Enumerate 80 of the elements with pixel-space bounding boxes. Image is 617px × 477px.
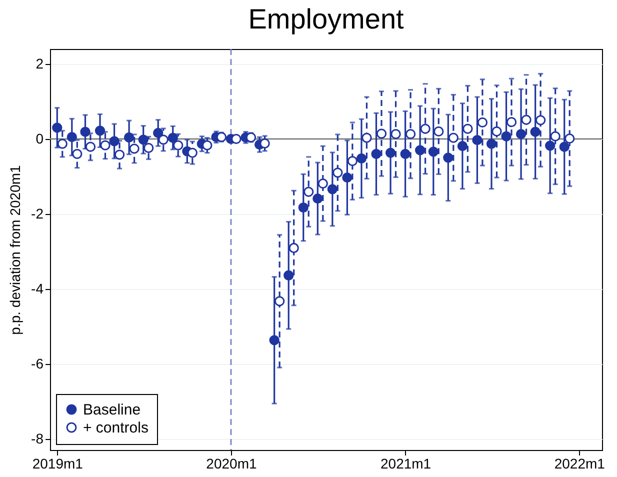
point (144, 142, 154, 154)
point (298, 202, 308, 213)
point (274, 296, 285, 306)
x-tick-label: 2021m1 (380, 456, 432, 472)
point (284, 270, 294, 280)
x-tick-label: 2022m1 (554, 456, 606, 472)
point (448, 132, 458, 143)
point (492, 126, 502, 137)
point (202, 140, 212, 150)
point (216, 132, 227, 142)
point (405, 129, 416, 140)
legend-label: Baseline (83, 402, 141, 418)
point (545, 140, 556, 151)
point (72, 148, 82, 160)
point (443, 152, 454, 163)
point (428, 146, 438, 157)
y-tick-label: 0 (36, 130, 44, 146)
point (187, 148, 198, 158)
point (138, 134, 148, 145)
point (129, 144, 140, 154)
point (390, 129, 401, 140)
point (100, 140, 110, 150)
point (530, 126, 540, 137)
point (559, 142, 570, 152)
point (501, 131, 512, 142)
point (376, 128, 387, 139)
point (231, 134, 242, 144)
point (385, 148, 396, 158)
y-tick-label: -6 (31, 355, 44, 372)
point (400, 148, 410, 160)
y-tick-label: -4 (31, 280, 44, 296)
chart-title: Employment (248, 3, 404, 34)
x-tick-label: 2019m1 (32, 456, 84, 472)
point (269, 335, 280, 346)
point (342, 172, 352, 183)
y-axis-title: p.p. deviation from 2020m1 (7, 164, 24, 335)
point (457, 140, 468, 152)
point (318, 178, 328, 189)
point (521, 114, 532, 125)
point (414, 145, 426, 156)
point (535, 115, 546, 126)
point (94, 126, 106, 136)
point (168, 132, 178, 143)
point (57, 138, 68, 149)
point (158, 134, 168, 145)
point (332, 168, 343, 178)
legend-label: + controls (83, 420, 148, 436)
point (362, 132, 372, 143)
point (85, 142, 96, 152)
point (80, 126, 90, 137)
point (260, 138, 270, 149)
point (506, 117, 517, 128)
point (153, 128, 164, 138)
point (173, 140, 184, 150)
x-tick-label: 2020m1 (206, 456, 257, 472)
point (304, 186, 314, 197)
point (550, 131, 560, 142)
y-tick-label: -8 (31, 430, 44, 446)
point (356, 153, 367, 164)
point (124, 132, 134, 143)
point (420, 124, 430, 134)
point (564, 134, 575, 144)
point (486, 138, 497, 149)
point (109, 136, 120, 146)
point (516, 129, 526, 140)
point (347, 156, 358, 166)
point (327, 184, 338, 194)
point (114, 150, 125, 160)
y-tick-label: 2 (36, 55, 44, 72)
point (371, 148, 382, 160)
point (462, 124, 473, 134)
point (246, 132, 256, 143)
point (434, 126, 444, 137)
point (52, 122, 62, 133)
y-tick-label: -2 (31, 205, 44, 222)
point (472, 134, 482, 146)
point (66, 132, 77, 142)
point (477, 117, 488, 128)
point (312, 193, 323, 204)
point (288, 242, 299, 254)
